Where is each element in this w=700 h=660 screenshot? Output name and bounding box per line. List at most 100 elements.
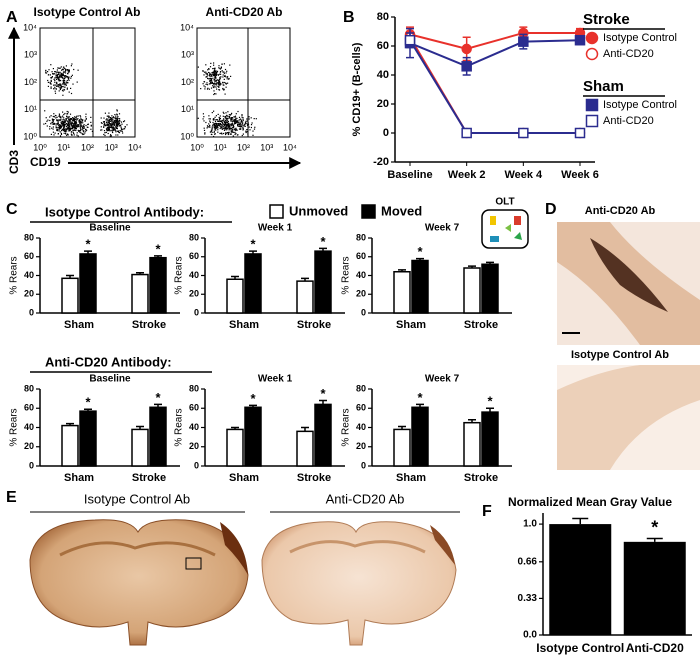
legend-marker [585,47,599,61]
dot [59,124,61,126]
dot [73,120,75,122]
dot [119,118,121,120]
dot [63,88,65,91]
dot [204,133,206,135]
dot [234,115,237,117]
dot [236,129,238,131]
dot [60,132,62,134]
dot [213,90,215,92]
dot [224,132,227,134]
dot [242,128,244,130]
dot [118,122,120,124]
dot [219,123,221,125]
dot [85,118,87,120]
dot [90,121,92,123]
dot [116,125,119,127]
dot [237,125,239,127]
dot [221,63,223,65]
bar [314,250,332,314]
dot [57,78,59,80]
dot [73,119,75,121]
legend-label: Anti-CD20 [603,48,654,60]
dot [220,73,222,75]
dot [250,124,253,126]
dot [72,131,74,133]
legend-swatch [269,204,284,219]
dot [223,123,225,125]
dot [100,117,102,119]
dot [57,76,59,78]
dot [74,126,76,128]
dot [120,127,122,129]
dot [69,128,71,130]
dot [208,68,210,70]
axis-title: % Rears [341,408,352,446]
dot [224,74,226,77]
dot [69,123,71,125]
dot [56,129,58,131]
dot [77,125,79,127]
dot [111,120,113,122]
dot [233,131,235,133]
dot [75,129,77,132]
dot [72,124,74,126]
dot [246,129,248,131]
dot [227,121,229,123]
dot [219,124,221,126]
dot [90,116,92,118]
scatter-frame [196,27,291,138]
dot [61,123,63,125]
bar [481,411,499,467]
dot [61,120,63,123]
dot [64,128,66,130]
dot [226,76,228,78]
y-tick-label: 80 [377,11,389,23]
dot [80,129,82,132]
icon-object [490,236,499,242]
dot [234,120,236,122]
dot [225,112,227,114]
dot [86,129,88,131]
dot [216,127,218,129]
dot [62,74,64,76]
dot [67,82,69,84]
dot [60,119,62,121]
dot [76,118,78,120]
dot [224,121,226,124]
dot [225,86,227,88]
dot [213,83,215,85]
dot [214,76,216,78]
dot [71,134,73,136]
dot [103,117,105,119]
dot [72,122,74,124]
dot [63,84,65,86]
dot [56,130,58,132]
dot [209,121,211,123]
dot [213,75,216,77]
dot [62,73,64,75]
dot [59,67,61,69]
dot [58,86,60,88]
dot [111,115,113,117]
dot [53,78,55,80]
dot [221,121,223,124]
bar [149,406,167,467]
dot [54,77,56,79]
significance: * [155,241,161,256]
dot [81,125,83,128]
x-tick-label: 10⁴ [283,142,297,152]
dot [53,116,55,118]
dot [211,129,213,131]
dot [240,119,242,121]
dot [84,120,86,122]
x-tick-label: 10² [81,142,94,152]
dot [205,83,207,85]
bar [296,280,314,314]
error-bar [486,407,494,413]
dot [218,67,220,69]
dot [224,121,226,123]
image-title: Isotype Control Ab [84,491,190,506]
dot [115,127,117,129]
dot [218,89,221,91]
dot [90,125,92,127]
